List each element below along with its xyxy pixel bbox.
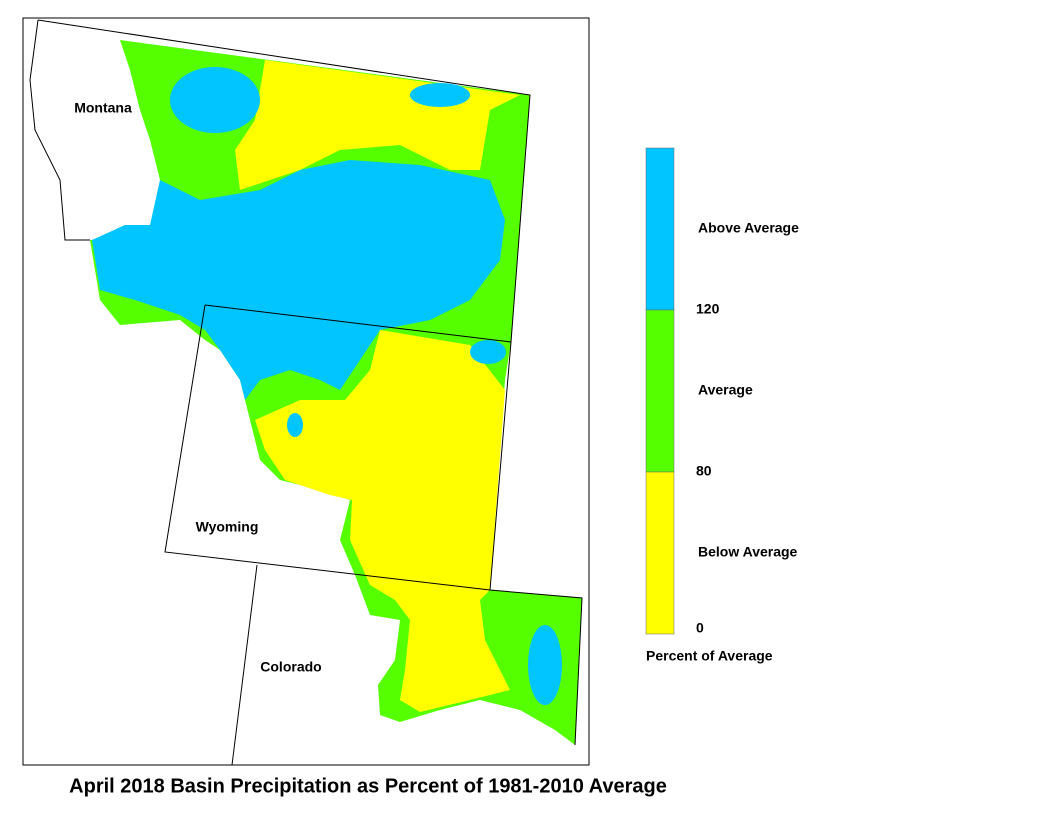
boundary	[164, 304, 491, 591]
legend-class-label: Above Average	[698, 220, 799, 236]
legend-class-label: Below Average	[698, 544, 798, 560]
state-boundaries	[29, 19, 583, 766]
legend-tick-label: 80	[696, 463, 712, 479]
state-label: Wyoming	[196, 519, 259, 535]
legend-swatch	[645, 471, 675, 635]
legend-swatch	[645, 309, 675, 473]
above-area	[92, 160, 505, 400]
map-title: April 2018 Basin Precipitation as Percen…	[69, 775, 667, 797]
legend-tick-label: 120	[696, 301, 720, 317]
legend-class-label: Average	[698, 382, 753, 398]
boundary	[231, 564, 258, 766]
boundary	[29, 19, 90, 241]
legend-tick-label: 0	[696, 620, 704, 636]
above-area	[170, 67, 260, 133]
above-area	[410, 83, 470, 107]
legend-title: Percent of Average	[646, 648, 773, 664]
above-area	[528, 625, 562, 705]
state-label: Montana	[74, 100, 132, 116]
precip-field	[90, 40, 582, 745]
above-area	[470, 340, 506, 364]
legend-swatch	[645, 147, 675, 311]
below-area	[255, 330, 510, 712]
state-label: Colorado	[260, 659, 321, 675]
boundary	[204, 304, 512, 343]
above-area	[287, 413, 303, 437]
boundary	[37, 19, 583, 746]
